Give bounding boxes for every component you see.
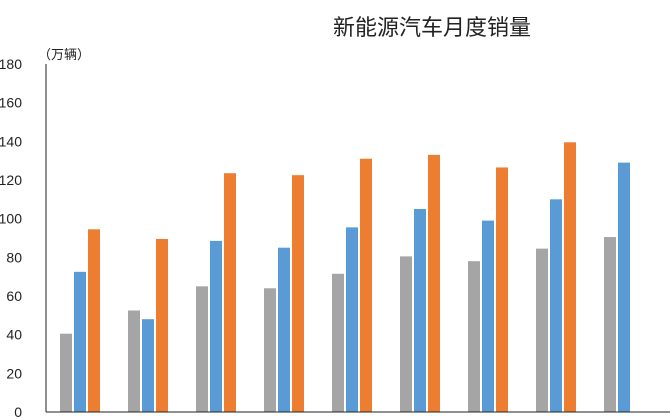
y-tick-label: 40: [6, 327, 22, 343]
bar: [414, 209, 426, 412]
y-axis-ticks: 0 20 40 60 80 100 120 140 160 180: [0, 56, 22, 419]
y-tick-label: 140: [0, 133, 22, 149]
bar: [618, 162, 630, 412]
bar: [428, 154, 440, 412]
bar: [346, 227, 358, 412]
chart-title: 新能源汽车月度销量: [333, 16, 531, 41]
y-tick-label: 0: [14, 404, 22, 419]
bar: [292, 175, 304, 412]
y-axis-unit-label: （万辆）: [38, 48, 90, 63]
y-tick-label: 80: [6, 249, 22, 265]
bar: [468, 261, 480, 412]
y-tick-label: 60: [6, 288, 22, 304]
y-tick-label: 100: [0, 211, 22, 227]
bar: [142, 319, 154, 412]
bar: [360, 158, 372, 412]
bar: [400, 256, 412, 412]
y-tick-label: 180: [0, 56, 22, 72]
bar: [604, 237, 616, 412]
bar: [496, 167, 508, 412]
bar: [550, 199, 562, 412]
bar: [264, 288, 276, 412]
bar: [74, 271, 86, 412]
bar: [210, 240, 222, 412]
y-tick-label: 160: [0, 95, 22, 111]
bars-group: [60, 142, 630, 413]
bar: [156, 238, 168, 412]
bar: [332, 273, 344, 412]
bar: [278, 247, 290, 412]
bar: [224, 173, 236, 412]
bar: [128, 310, 140, 412]
bar: [536, 248, 548, 412]
bar: [564, 142, 576, 413]
y-tick-label: 120: [0, 172, 22, 188]
bar: [482, 220, 494, 412]
y-tick-label: 20: [6, 365, 22, 381]
bar: [196, 286, 208, 412]
bar: [88, 229, 100, 412]
bar: [60, 333, 72, 412]
